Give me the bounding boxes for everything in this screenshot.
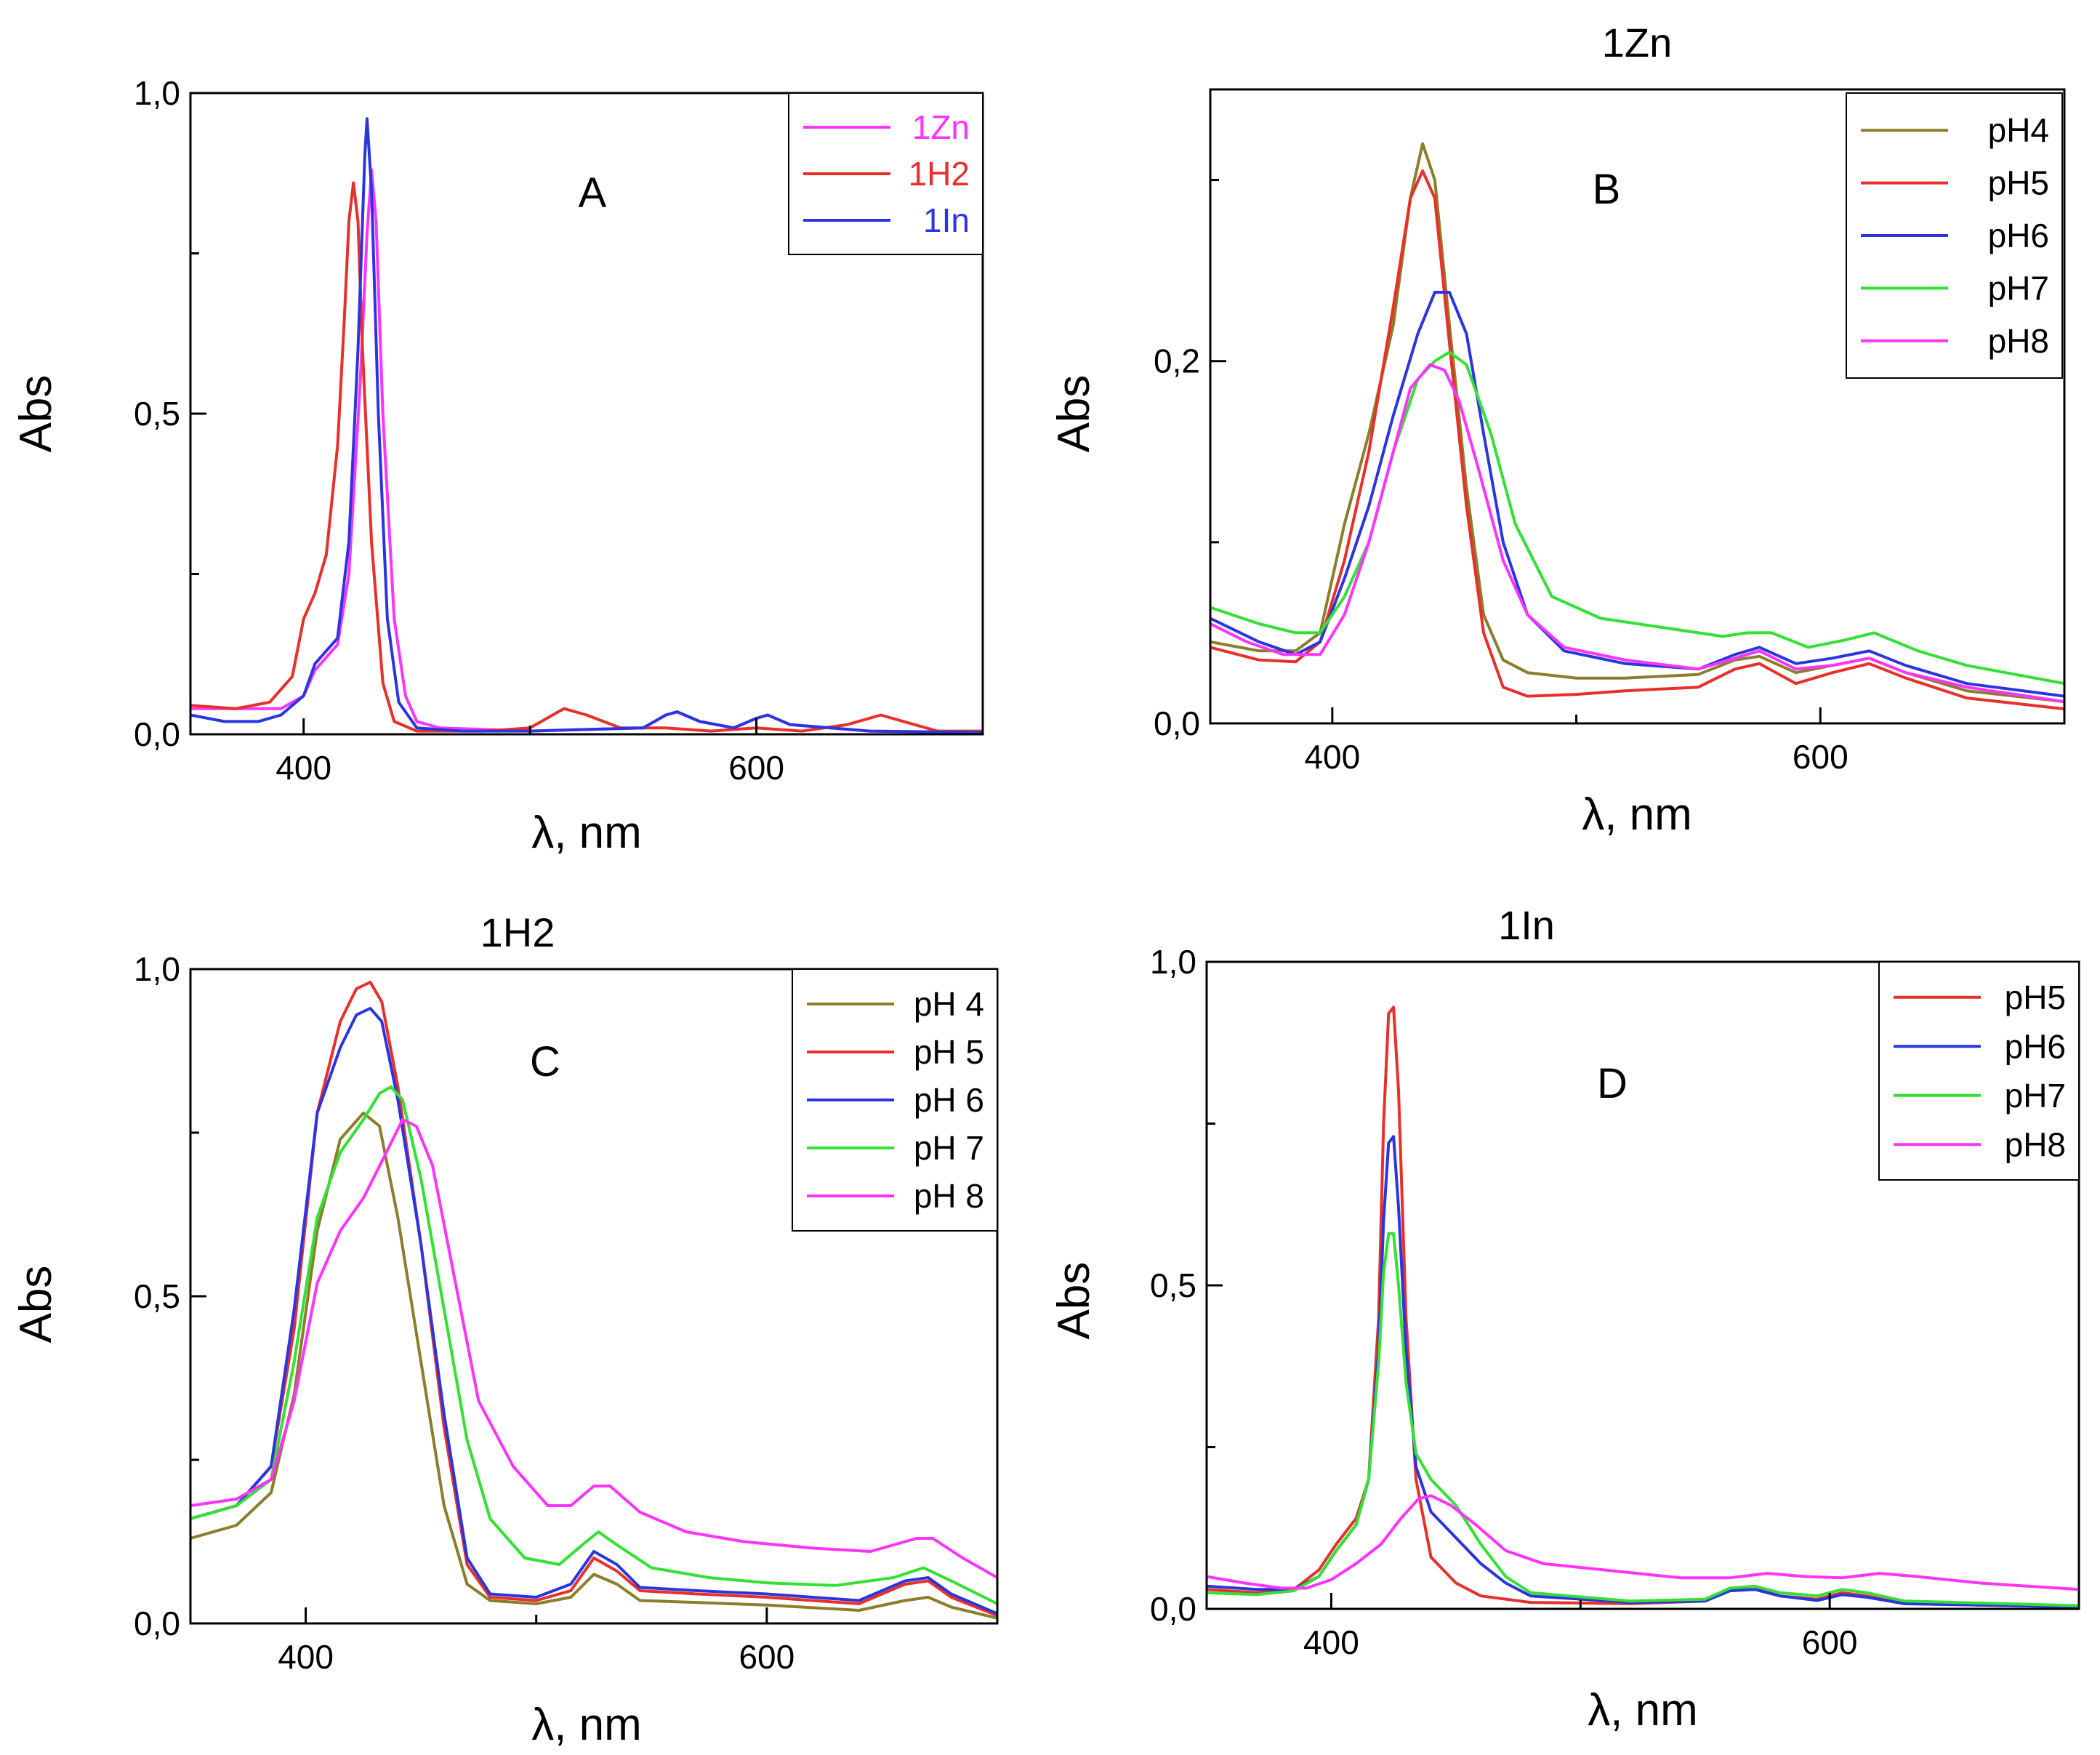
panel-d-legend-label: pH6	[2005, 1027, 2066, 1065]
panel-a-xtick-label: 400	[275, 749, 331, 787]
panel-c-ytick-label: 0,5	[134, 1277, 180, 1315]
panel-c-ylabel: Abs	[11, 1266, 61, 1344]
panel-b-plot-area	[1210, 142, 2064, 711]
panel-b-xlabel: λ, nm	[1582, 790, 1692, 840]
panel-b-xtick-label: 600	[1793, 738, 1848, 776]
panel-a: A Abs λ, nm 400 600 0,0 0,5 1,0 1Zn 1H2 1In	[11, 74, 984, 858]
panel-b-series-line-1	[1210, 169, 2064, 711]
panel-a-legend-label: 1In	[923, 201, 970, 239]
panel-b-series-line-4	[1210, 363, 2064, 704]
panel-d-ytick-label: 1,0	[1150, 943, 1196, 981]
panel-c-ytick-label: 1,0	[134, 950, 180, 988]
panel-d-plot-area	[1207, 1005, 2079, 1609]
panel-c-legend-label: pH 5	[914, 1033, 984, 1071]
panel-c-plot-area	[190, 981, 997, 1620]
panel-b-series-line-3	[1210, 350, 2064, 686]
panel-a-ylabel: Abs	[11, 375, 61, 453]
panel-b-ytick-label: 0,0	[1154, 704, 1200, 742]
panel-c-legend-label: pH 6	[914, 1081, 984, 1119]
panel-b: 1Zn B Abs λ, nm 400 600 0,0 0,2 pH4 pH5 pH6 pH7…	[1049, 20, 2066, 840]
panel-c-title: 1H2	[480, 909, 555, 955]
panel-d-series-line-1	[1207, 1135, 2079, 1609]
panel-c-xlabel: λ, nm	[531, 1700, 642, 1750]
panel-c-legend-label: pH 4	[914, 985, 984, 1023]
panel-a-series-line-1	[190, 181, 983, 733]
panel-d-xtick-label: 400	[1303, 1623, 1359, 1661]
panel-b-ytick-label: 0,2	[1154, 342, 1200, 380]
panel-b-legend-label: pH7	[1988, 269, 2049, 307]
panel-c-letter: C	[530, 1038, 560, 1085]
panel-b-letter: B	[1593, 166, 1621, 213]
panel-b-title: 1Zn	[1602, 20, 1673, 65]
panel-b-series-line-2	[1210, 291, 2064, 698]
panel-d-ylabel: Abs	[1049, 1262, 1099, 1340]
panel-a-legend: 1Zn 1H2 1In	[788, 92, 983, 255]
panel-d-legend-label: pH7	[2005, 1077, 2066, 1115]
panel-d-series-line-2	[1207, 1232, 2079, 1607]
panel-d-letter: D	[1597, 1060, 1628, 1107]
panel-c-series-line-4	[190, 1118, 997, 1579]
panel-c-series-line-2	[190, 1007, 997, 1615]
panel-b-xtick-label: 400	[1304, 738, 1360, 776]
panel-b-legend-label: pH6	[1988, 217, 2049, 254]
panel-d-legend: pH5 pH6 pH7 pH8	[1878, 961, 2080, 1181]
panel-d-title: 1In	[1498, 902, 1555, 948]
panel-c-legend-label: pH 8	[914, 1177, 984, 1215]
panel-b-ylabel: Abs	[1049, 375, 1099, 453]
panel-d: 1In D Abs λ, nm 400 600 0,0 0,5 1,0 pH5 pH6 pH7…	[1049, 902, 2080, 1735]
panel-d-series-line-3	[1207, 1494, 2079, 1591]
panel-d-xtick-label: 600	[1802, 1623, 1858, 1661]
panel-a-ytick-label: 0,5	[134, 395, 180, 433]
panel-d-legend-label: pH5	[2005, 979, 2066, 1016]
panel-b-legend-label: pH4	[1988, 111, 2049, 149]
panel-a-legend-label: 1Zn	[912, 108, 970, 146]
panel-b-legend-label: pH5	[1988, 164, 2049, 202]
panel-c-xtick-label: 400	[278, 1638, 334, 1676]
panel-b-frame	[1209, 88, 2066, 725]
panel-b-legend-label: pH8	[1988, 322, 2049, 360]
panel-a-letter: A	[579, 169, 607, 217]
panel-a-plot-area	[190, 117, 983, 734]
panel-a-xtick-label: 600	[728, 749, 784, 787]
panel-c-series-line-0	[190, 1112, 997, 1620]
panel-c-xtick-label: 600	[739, 1638, 794, 1676]
panel-c-legend: pH 4 pH 5 pH 6 pH 7 pH 8	[792, 968, 998, 1232]
panel-c-series-line-3	[190, 1085, 997, 1605]
panel-a-series-line-2	[190, 117, 983, 734]
panel-c-ytick-label: 0,0	[134, 1605, 180, 1642]
panel-a-legend-label: 1H2	[909, 155, 970, 193]
panel-a-ytick-label: 0,0	[134, 715, 180, 753]
panel-d-xlabel: λ, nm	[1588, 1685, 1698, 1735]
panel-c-legend-label: pH 7	[914, 1129, 984, 1167]
panel-d-legend-label: pH8	[2005, 1125, 2066, 1163]
panel-a-ytick-label: 1,0	[134, 74, 180, 112]
panel-d-ytick-label: 0,0	[1150, 1590, 1196, 1628]
panel-a-xlabel: λ, nm	[531, 808, 642, 858]
panel-b-legend: pH4 pH5 pH6 pH7 pH8	[1846, 92, 2063, 379]
panel-d-ytick-label: 0,5	[1150, 1266, 1196, 1304]
